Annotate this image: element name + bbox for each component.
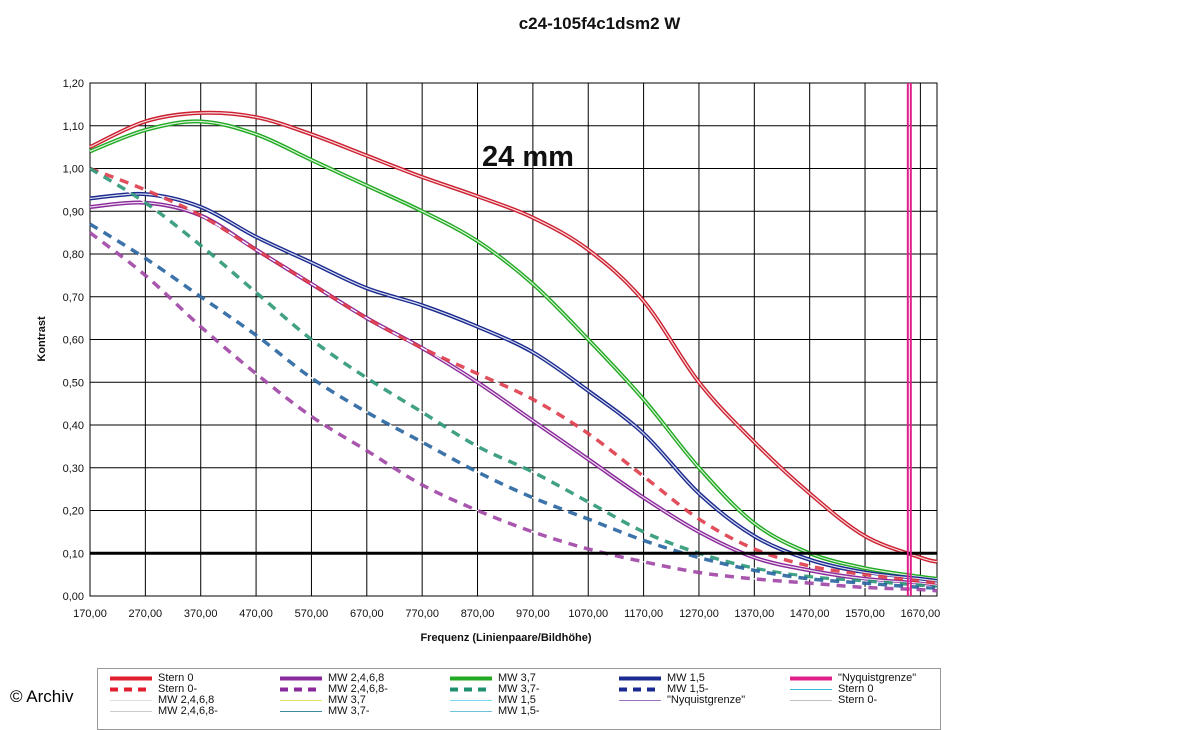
- legend-label: MW 2,4,6,8: [158, 694, 215, 706]
- y-tick-label: 1,00: [63, 164, 84, 176]
- legend-label: Stern 0: [158, 672, 194, 684]
- x-tick-label: 1670,00: [901, 608, 941, 620]
- x-tick-label: 1470,00: [790, 608, 830, 620]
- x-tick-label: 1370,00: [734, 608, 774, 620]
- legend-label: MW 2,4,6,8-: [328, 683, 388, 695]
- x-tick-label: 670,00: [350, 608, 384, 620]
- overlay-group: [90, 83, 937, 596]
- legend-swatch: [280, 700, 322, 701]
- x-tick-label: 570,00: [295, 608, 329, 620]
- series-mw-1-5-highlight: [89, 193, 938, 582]
- legend-label: MW 1,5-: [667, 683, 709, 695]
- legend-swatch: [450, 700, 492, 701]
- y-tick-label: 0,10: [63, 548, 84, 560]
- x-tick-label: 770,00: [405, 608, 439, 620]
- x-axis-label: Frequenz (Linienpaare/Bildhöhe): [420, 632, 591, 644]
- x-tick-label: 1070,00: [568, 608, 608, 620]
- series-mw-3-7-highlight: [89, 120, 938, 580]
- legend-label: MW 3,7-: [328, 705, 370, 717]
- x-tick-label: 370,00: [184, 608, 218, 620]
- y-tick-label: 0,00: [63, 591, 84, 603]
- legend-label: "Nyquistgrenze": [667, 694, 746, 706]
- copyright-credit: © Archiv: [10, 687, 74, 706]
- grid: [89, 82, 938, 597]
- y-tick-label: 0,70: [63, 292, 84, 304]
- series-mw-3-7-minus: [89, 167, 938, 590]
- legend: Stern 0 MW 2,4,6,8 MW 3,7 MW 1,5 "Nyquistgre…: [97, 668, 941, 730]
- legend-label: MW 1,5: [667, 672, 705, 684]
- y-tick-label: 0,40: [63, 420, 84, 432]
- legend-label: MW 3,7-: [498, 683, 540, 695]
- x-tick-label: 1270,00: [679, 608, 719, 620]
- legend-swatch: [790, 676, 832, 681]
- x-tick-label: 170,00: [73, 608, 107, 620]
- legend-swatch: [110, 687, 152, 692]
- legend-swatch: [619, 700, 661, 701]
- series-mw-1-5-minus: [89, 222, 938, 591]
- y-tick-label: 0,90: [63, 206, 84, 218]
- x-tick-label: 270,00: [129, 608, 163, 620]
- legend-swatch: [110, 676, 152, 681]
- series-stern-0-minus: [89, 166, 938, 585]
- y-tick-label: 0,30: [63, 463, 84, 475]
- y-axis-label: Kontrast: [36, 316, 48, 362]
- legend-swatch: [619, 687, 661, 692]
- y-tick-label: 0,60: [63, 335, 84, 347]
- y-tick-label: 1,10: [63, 121, 84, 133]
- tick-labels: 170,00 270,00 370,00 470,00 570,00 670,00 770,…: [63, 78, 941, 620]
- legend-swatch: [280, 687, 322, 692]
- chart-title: c24-105f4c1dsm2 W: [518, 14, 681, 33]
- legend-swatch: [450, 687, 492, 692]
- chart-plot: 170,00 270,00 370,00 470,00 570,00 670,00 770,…: [36, 78, 941, 644]
- legend-swatch: [790, 689, 832, 690]
- y-tick-label: 0,50: [63, 377, 84, 389]
- legend-label: "Nyquistgrenze": [838, 672, 917, 684]
- legend-swatch: [790, 700, 832, 701]
- x-tick-label: 870,00: [461, 608, 495, 620]
- legend-swatch: [450, 711, 492, 712]
- legend-label: Stern 0-: [158, 683, 198, 695]
- legend-swatch: [110, 711, 152, 712]
- legend-swatch: [280, 676, 322, 681]
- focal-length-annotation: 24 mm: [482, 141, 574, 173]
- legend-swatch: [110, 700, 152, 701]
- legend-swatch: [280, 711, 322, 712]
- series-mw-2-4-6-8-minus: [88, 231, 938, 593]
- y-tick-label: 0,20: [63, 506, 84, 518]
- y-tick-label: 1,20: [63, 78, 84, 90]
- series-stern-0-highlight: [89, 112, 938, 563]
- legend-label: MW 1,5-: [498, 705, 540, 717]
- legend-label: Stern 0: [838, 683, 874, 695]
- legend-label: MW 2,4,6,8: [328, 672, 385, 684]
- legend-label: MW 3,7: [328, 694, 366, 706]
- legend-swatch: [619, 676, 661, 681]
- legend-label: Stern 0-: [838, 694, 878, 706]
- legend-label: MW 3,7: [498, 672, 536, 684]
- x-tick-label: 470,00: [239, 608, 273, 620]
- y-tick-label: 0,80: [63, 249, 84, 261]
- x-tick-label: 1170,00: [624, 608, 663, 620]
- legend-label: MW 1,5: [498, 694, 536, 706]
- x-tick-label: 1570,00: [845, 608, 885, 620]
- series-group: [88, 110, 938, 593]
- x-tick-label: 970,00: [516, 608, 550, 620]
- legend-swatch: [450, 676, 492, 681]
- legend-label: MW 2,4,6,8-: [158, 705, 218, 717]
